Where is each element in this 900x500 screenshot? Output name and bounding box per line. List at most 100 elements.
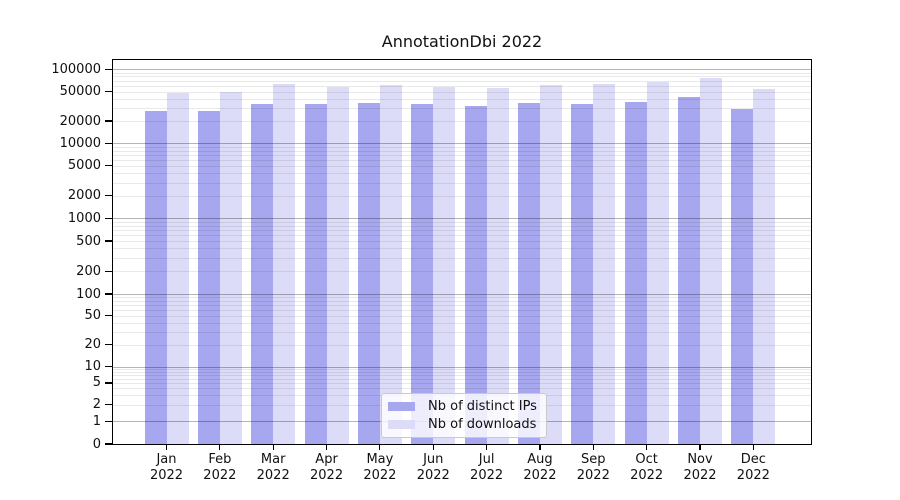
legend-label: Nb of distinct IPs	[428, 398, 537, 414]
y-tick-label: 50000	[59, 84, 101, 100]
bar-downloads-jul	[486, 88, 509, 444]
x-tick-label: Mar 2022	[256, 452, 290, 483]
bar-downloads-apr	[326, 86, 349, 444]
bar-downloads-jun	[433, 87, 456, 444]
y-tick-mark	[105, 195, 113, 197]
legend-swatch-distinct-ips	[388, 402, 415, 411]
x-tick-label: May 2022	[363, 452, 397, 483]
gridline-minor	[113, 159, 811, 161]
gridline-minor	[113, 146, 811, 148]
gridline-minor	[113, 107, 811, 109]
bar-distinct-ips-sep	[571, 103, 594, 444]
gridline-minor	[113, 72, 811, 74]
gridline-minor	[113, 271, 811, 273]
gridline-minor	[113, 165, 811, 167]
x-tick-label: Jan 2022	[149, 452, 184, 483]
y-tick-label: 200	[76, 263, 101, 279]
gridline-minor	[113, 241, 811, 243]
x-tick-label: Oct 2022	[630, 452, 664, 483]
bar-downloads-mar	[273, 84, 296, 444]
gridline-minor	[113, 301, 811, 303]
y-tick-mark	[105, 382, 113, 384]
y-tick-mark	[105, 217, 113, 219]
x-tick-mark	[699, 444, 701, 450]
gridline-minor	[113, 369, 811, 370]
bar-distinct-ips-nov	[678, 97, 700, 444]
gridline-minor	[113, 182, 811, 184]
gridline-minor	[113, 235, 811, 237]
gridline-minor	[113, 76, 811, 78]
bar-downloads-feb	[219, 92, 242, 444]
gridline-minor	[113, 374, 811, 376]
gridline-minor	[113, 173, 811, 175]
x-tick-label: Sep 2022	[576, 452, 610, 483]
bar-downloads-may	[379, 85, 402, 444]
x-tick-mark	[219, 444, 221, 450]
x-tick-label: Nov 2022	[683, 452, 717, 483]
bar-distinct-ips-may	[357, 103, 380, 444]
gridline-major	[113, 69, 811, 71]
x-tick-mark	[379, 444, 381, 450]
y-tick-label: 5000	[67, 158, 101, 174]
legend-item-downloads: Nb of downloads	[388, 417, 540, 432]
gridline-minor	[113, 85, 811, 87]
gridline-major	[113, 366, 811, 368]
x-tick-label: Aug 2022	[523, 452, 557, 483]
y-tick-mark	[105, 68, 113, 70]
gridline-major	[113, 218, 811, 220]
gridline-minor	[113, 344, 811, 346]
gridline-minor	[113, 230, 811, 232]
legend-swatch-downloads	[388, 420, 415, 429]
y-tick-mark	[105, 293, 113, 295]
y-tick-mark	[105, 315, 113, 317]
bar-downloads-sep	[593, 84, 616, 444]
gridline-minor	[113, 382, 811, 384]
gridline-minor	[113, 80, 811, 82]
legend: Nb of distinct IPs Nb of downloads	[381, 393, 547, 438]
gridline-minor	[113, 221, 811, 223]
y-tick-label: 100000	[51, 61, 101, 77]
gridline-minor	[113, 388, 811, 390]
gridline-minor	[113, 371, 811, 373]
gridline-minor	[113, 305, 811, 307]
bars-layer	[113, 60, 811, 444]
y-tick-label: 1	[92, 413, 101, 429]
bar-distinct-ips-jul	[464, 105, 487, 444]
bar-distinct-ips-jan	[144, 110, 167, 444]
gridline-minor	[113, 257, 811, 259]
x-tick-mark	[646, 444, 648, 450]
y-tick-label: 2000	[67, 188, 101, 204]
y-tick-mark	[105, 420, 113, 422]
x-tick-label: Feb 2022	[203, 452, 237, 483]
plot-area	[113, 60, 811, 444]
y-tick-label: 100	[76, 286, 101, 302]
y-tick-label: 5	[92, 375, 101, 391]
y-tick-mark	[105, 240, 113, 242]
y-tick-label: 2	[92, 397, 101, 413]
gridline-minor	[113, 195, 811, 197]
y-tick-label: 10	[84, 359, 101, 374]
x-tick-mark	[165, 444, 168, 450]
bar-distinct-ips-jun	[411, 103, 434, 444]
gridline-minor	[113, 150, 811, 152]
y-tick-mark	[105, 443, 113, 445]
bar-downloads-aug	[539, 85, 562, 444]
x-tick-mark	[432, 444, 434, 450]
bar-distinct-ips-mar	[251, 103, 274, 444]
y-tick-label: 20000	[59, 113, 101, 129]
x-tick-mark	[539, 444, 541, 450]
grid-layer	[113, 60, 811, 444]
gridline-minor	[113, 315, 811, 317]
chart-title: AnnotationDbi 2022	[381, 32, 543, 51]
gridline-minor	[113, 154, 811, 156]
gridline-minor	[113, 225, 811, 227]
y-tick-label: 1000	[67, 210, 101, 226]
gridline-minor	[113, 91, 811, 93]
y-tick-mark	[105, 404, 113, 406]
y-tick-mark	[105, 142, 113, 144]
gridline-minor	[113, 310, 811, 312]
y-tick-mark	[105, 365, 113, 368]
y-tick-mark	[105, 165, 113, 167]
gridline-minor	[113, 331, 811, 333]
